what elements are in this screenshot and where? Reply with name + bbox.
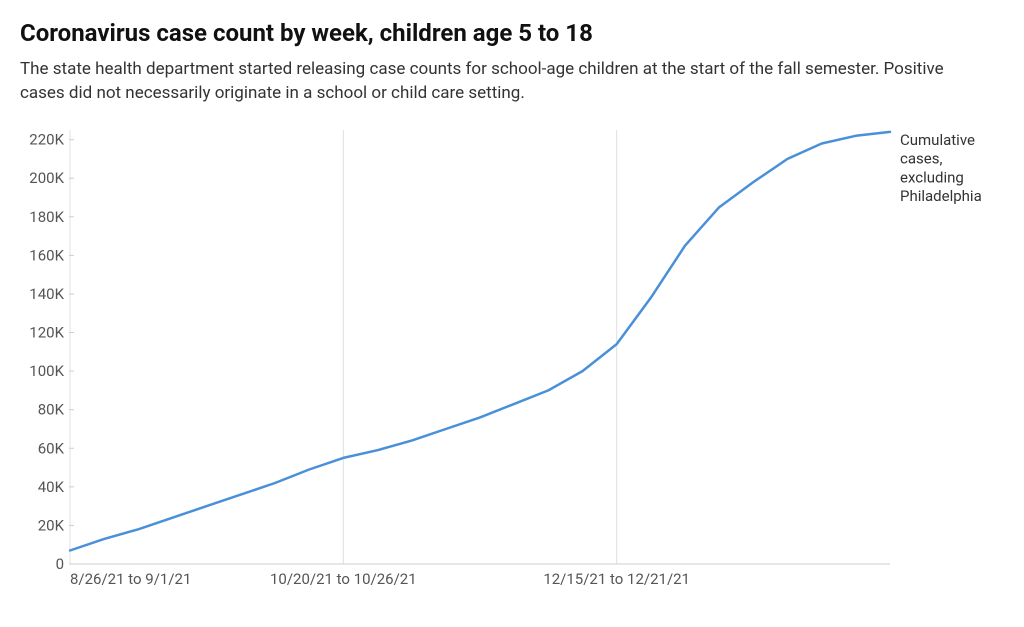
- y-tick-label: 160K: [29, 246, 64, 264]
- chart-plot: 0 20K 40K 60K 80K 100K 120K 140K 160K 180K 200K 220…: [20, 122, 1004, 602]
- y-tick-label: 120K: [29, 323, 64, 341]
- series-label: Cumulative: [900, 131, 975, 149]
- x-tick-label: 8/26/21 to 9/1/21: [70, 570, 191, 588]
- series-label: excluding: [900, 168, 964, 186]
- y-tick-label: 180K: [29, 207, 64, 225]
- x-tick-label: 10/20/21 to 10/26/21: [270, 570, 417, 588]
- y-tick-label: 60K: [38, 439, 65, 457]
- y-tick-label: 200K: [29, 169, 64, 187]
- y-tick-label: 40K: [38, 477, 65, 495]
- chart-subtitle: The state health department started rele…: [20, 58, 980, 106]
- x-tick-label: 12/15/21 to 12/21/21: [543, 570, 690, 588]
- chart-container: Coronavirus case count by week, children…: [0, 0, 1024, 627]
- y-tick-label: 20K: [38, 516, 65, 534]
- y-tick-label: 100K: [29, 362, 64, 380]
- series-label: cases,: [900, 149, 942, 167]
- y-tick-label: 220K: [29, 130, 64, 148]
- series-label: Philadelphia: [900, 187, 982, 205]
- y-tick-label: 140K: [29, 285, 64, 303]
- y-tick-label: 0: [56, 555, 64, 573]
- chart-title: Coronavirus case count by week, children…: [20, 18, 1004, 48]
- series-line: [70, 131, 890, 550]
- y-tick-label: 80K: [38, 400, 65, 418]
- line-chart-svg: 0 20K 40K 60K 80K 100K 120K 140K 160K 180K 200K 220…: [20, 122, 1004, 592]
